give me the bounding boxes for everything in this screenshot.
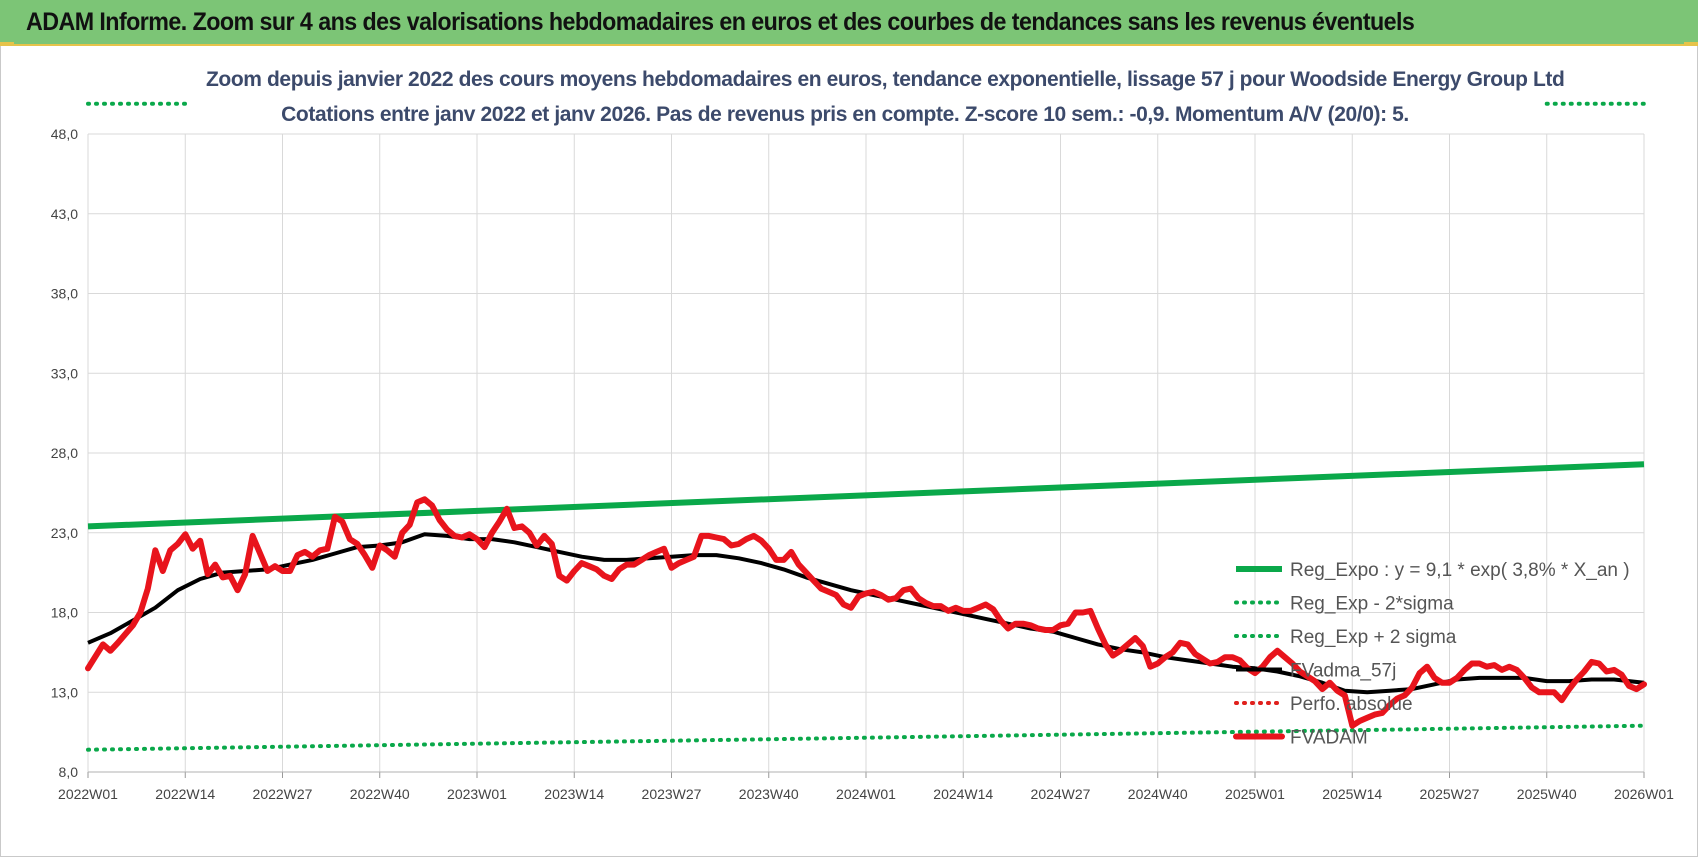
- legend-label-fvadma: FVadma_57j: [1290, 661, 1396, 682]
- y-tick-label: 38,0: [51, 286, 78, 302]
- series-reg_expo: [87, 461, 1645, 530]
- legend-label-reg_plus: Reg_Exp + 2 sigma: [1290, 627, 1457, 648]
- x-tick-label: 2022W27: [253, 786, 313, 802]
- x-tick-label: 2025W01: [1225, 786, 1285, 802]
- x-tick-label: 2025W27: [1420, 786, 1480, 802]
- x-tick-label: 2024W40: [1128, 786, 1188, 802]
- x-tick-label: 2024W14: [933, 786, 993, 802]
- corner-marker: [1684, 42, 1698, 46]
- chart-title-line-2: Cotations entre janv 2022 et janv 2026. …: [206, 103, 1484, 127]
- banner: ADAM Informe. Zoom sur 4 ans des valoris…: [0, 0, 1698, 46]
- y-tick-label: 23,0: [51, 525, 78, 541]
- x-tick-label: 2022W14: [155, 786, 215, 802]
- y-tick-label: 13,0: [51, 684, 78, 700]
- y-tick-label: 33,0: [51, 365, 78, 381]
- legend-label-fvadam: FVADAM: [1290, 728, 1368, 749]
- x-tick-label: 2024W01: [836, 786, 896, 802]
- x-tick-label: 2024W27: [1031, 786, 1091, 802]
- series-reg_minus: [86, 723, 1646, 752]
- chart-title-line-1: Zoom depuis janvier 2022 des cours moyen…: [206, 68, 1565, 92]
- y-tick-label: 43,0: [51, 206, 78, 222]
- x-tick-label: 2025W40: [1517, 786, 1577, 802]
- y-tick-label: 48,0: [51, 126, 78, 142]
- y-tick-label: 8,0: [59, 764, 79, 780]
- x-tick-label: 2023W40: [739, 786, 799, 802]
- banner-title: ADAM Informe. Zoom sur 4 ans des valoris…: [26, 8, 1415, 36]
- x-tick-label: 2023W27: [642, 786, 702, 802]
- x-tick-label: 2023W14: [544, 786, 604, 802]
- y-tick-label: 28,0: [51, 445, 78, 461]
- x-tick-label: 2022W40: [350, 786, 410, 802]
- x-tick-label: 2022W01: [58, 786, 118, 802]
- legend-label-perfo: Perfo. absolue: [1290, 694, 1413, 715]
- corner-marker: [0, 42, 14, 46]
- x-tick-label: 2023W01: [447, 786, 507, 802]
- y-tick-label: 18,0: [51, 605, 78, 621]
- legend-label-reg_minus: Reg_Exp - 2*sigma: [1290, 594, 1454, 615]
- x-tick-label: 2025W14: [1322, 786, 1382, 802]
- x-tick-label: 2026W01: [1614, 786, 1674, 802]
- legend-label-reg_expo: Reg_Expo : y = 9,1 * exp( 3,8% * X_an ): [1290, 560, 1630, 581]
- series-fvadam: [85, 496, 1647, 729]
